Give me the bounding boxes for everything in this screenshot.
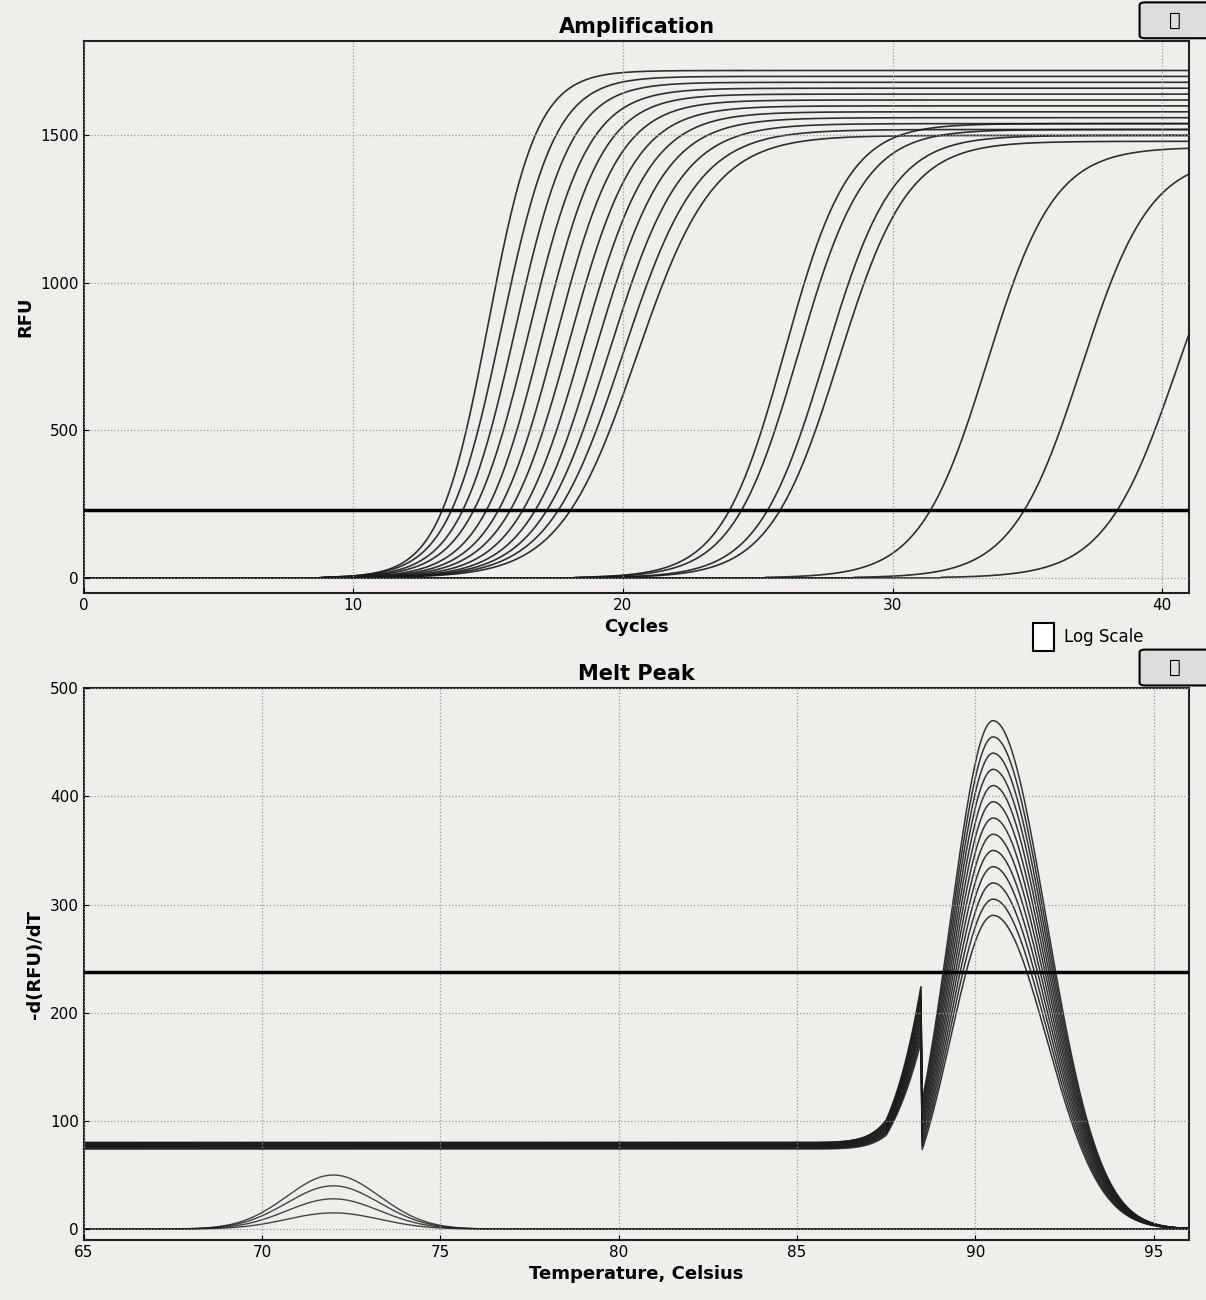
FancyBboxPatch shape bbox=[1140, 3, 1206, 38]
Title: Melt Peak: Melt Peak bbox=[578, 664, 695, 684]
Y-axis label: RFU: RFU bbox=[17, 296, 35, 337]
X-axis label: Cycles: Cycles bbox=[604, 618, 669, 636]
Y-axis label: -d(RFU)/dT: -d(RFU)/dT bbox=[27, 910, 45, 1019]
Text: 🐾: 🐾 bbox=[1169, 658, 1181, 677]
Text: 🐾: 🐾 bbox=[1169, 12, 1181, 30]
FancyBboxPatch shape bbox=[1140, 650, 1206, 685]
Title: Amplification: Amplification bbox=[558, 17, 714, 36]
Text: Log Scale: Log Scale bbox=[1064, 628, 1143, 646]
X-axis label: Temperature, Celsius: Temperature, Celsius bbox=[529, 1265, 744, 1283]
